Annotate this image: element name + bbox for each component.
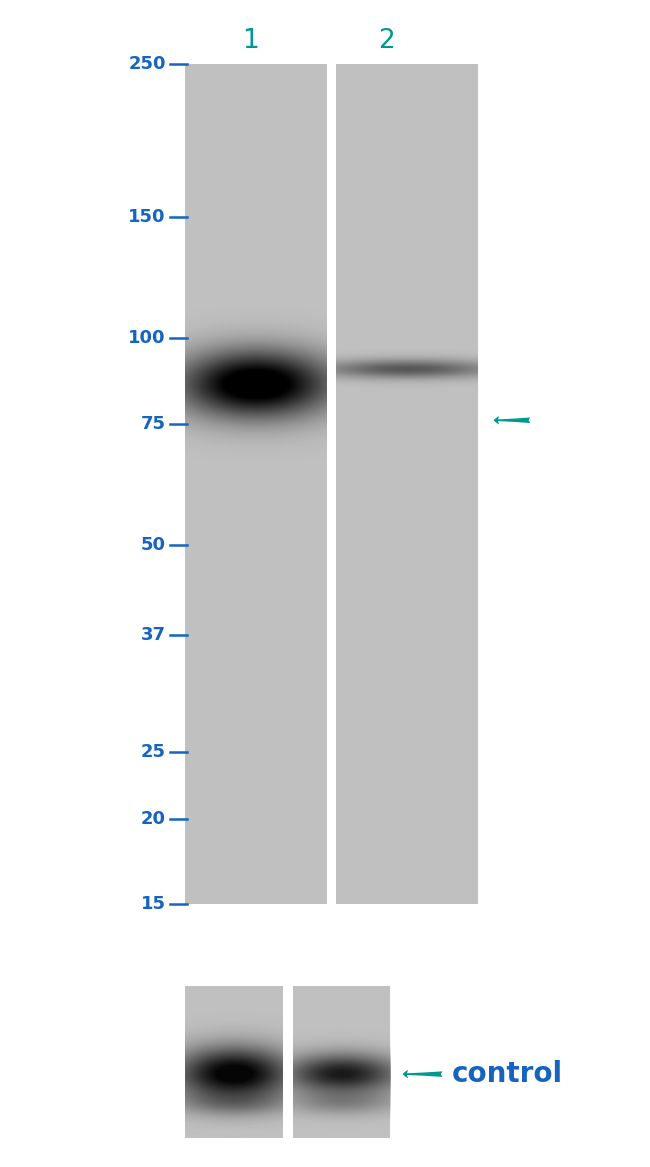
Bar (337, 64, 478, 904)
Text: 20: 20 (141, 810, 166, 827)
Text: 37: 37 (141, 626, 166, 644)
Text: 100: 100 (128, 329, 166, 347)
Text: 250: 250 (128, 55, 166, 74)
Text: 50: 50 (141, 536, 166, 554)
Text: 2: 2 (378, 28, 395, 54)
Text: 1: 1 (242, 28, 259, 54)
Text: 150: 150 (128, 208, 166, 225)
Text: control: control (452, 1060, 563, 1088)
Bar (292, 986, 390, 1138)
Text: 25: 25 (141, 743, 166, 761)
Text: 75: 75 (141, 414, 166, 433)
Text: 15: 15 (141, 895, 166, 914)
Bar (185, 986, 283, 1138)
Bar (185, 64, 326, 904)
